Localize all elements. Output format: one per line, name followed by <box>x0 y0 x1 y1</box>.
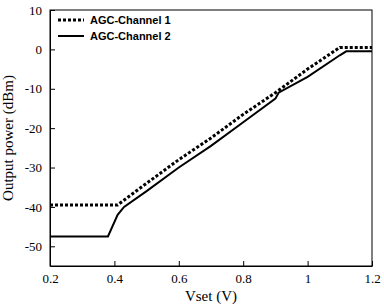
y-tick: -40 <box>25 200 55 215</box>
y-tick: 10 <box>29 3 55 18</box>
legend-label: AGC-Channel 1 <box>90 14 171 26</box>
x-axis-line <box>51 266 373 267</box>
x-tick: 0.8 <box>236 261 252 286</box>
legend: AGC-Channel 1 AGC-Channel 2 <box>58 14 171 42</box>
x-tick: 0.6 <box>171 261 188 286</box>
series-line <box>50 51 372 236</box>
y-tick-label: 0 <box>36 42 43 57</box>
legend-label: AGC-Channel 2 <box>90 30 171 42</box>
legend-swatch <box>58 35 84 37</box>
x-tick: 1.2 <box>364 261 380 286</box>
y-tick-label: 10 <box>29 3 42 18</box>
x-axis: 0.2 0.4 0.6 0.8 1 1.2 <box>42 261 380 286</box>
x-tick-mark <box>114 261 115 266</box>
x-tick-label: 1 <box>305 271 312 286</box>
x-tick-label: 0.4 <box>107 271 124 286</box>
plot-frame <box>50 10 372 266</box>
chart: 0.2 0.4 0.6 0.8 1 1.2 -50 -40 -30 -20 -10 0 10 AGC-Ch… <box>0 0 384 306</box>
series-line <box>50 47 372 205</box>
legend-swatch <box>58 19 84 22</box>
x-tick-mark <box>308 261 309 266</box>
plot: 0.2 0.4 0.6 0.8 1 1.2 -50 -40 -30 -20 -10 0 10 AGC-Ch… <box>25 3 381 287</box>
x-tick-mark <box>372 261 373 266</box>
lines <box>50 47 372 236</box>
y-axis-line <box>50 11 51 267</box>
y-tick-mark <box>50 246 55 247</box>
y-tick: -20 <box>25 121 55 136</box>
x-tick-mark <box>243 261 244 266</box>
y-axis-title: Output power (dBm) <box>0 75 17 201</box>
x-tick-label: 0.2 <box>42 271 58 286</box>
x-tick-label: 1.2 <box>364 271 380 286</box>
y-tick-mark <box>50 207 55 208</box>
y-tick-mark <box>50 128 55 129</box>
y-tick: -10 <box>25 81 55 96</box>
legend-item: AGC-Channel 2 <box>58 30 171 42</box>
y-tick-mark <box>50 89 55 90</box>
y-tick-mark <box>50 168 55 169</box>
legend-item: AGC-Channel 1 <box>58 14 171 26</box>
y-tick-label: -10 <box>25 81 42 96</box>
x-tick-label: 0.8 <box>236 271 252 286</box>
x-axis-title: Vset (V) <box>185 288 237 305</box>
y-tick: 0 <box>36 42 56 57</box>
y-tick-mark <box>50 49 55 50</box>
x-tick: 0.4 <box>107 261 124 286</box>
x-tick: 1 <box>305 261 312 286</box>
x-tick-mark <box>179 261 180 266</box>
y-tick-label: -30 <box>25 160 42 175</box>
y-tick-label: -20 <box>25 121 42 136</box>
y-tick-label: -40 <box>25 200 42 215</box>
y-tick-label: -50 <box>25 239 42 254</box>
x-tick-label: 0.6 <box>171 271 188 286</box>
y-tick: -50 <box>25 239 55 254</box>
y-tick-mark <box>50 10 55 11</box>
y-axis: -50 -40 -30 -20 -10 0 10 <box>25 3 55 267</box>
y-tick: -30 <box>25 160 55 175</box>
